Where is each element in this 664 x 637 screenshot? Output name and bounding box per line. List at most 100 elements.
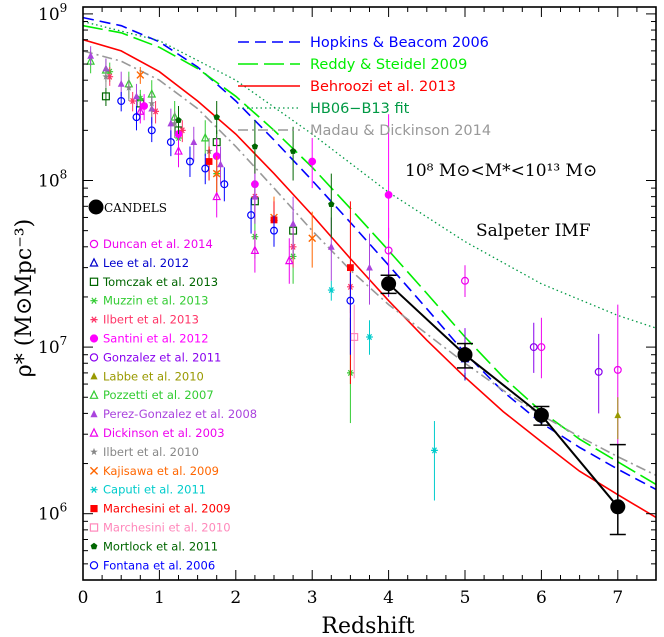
data-point (220, 180, 229, 189)
data-point (247, 211, 256, 220)
observation-series (327, 280, 438, 501)
y-tick-label: 106 (38, 501, 67, 525)
data-point (289, 219, 297, 227)
data-point (89, 239, 99, 249)
obs-legend-label: Dickinson et al. 2003 (103, 426, 225, 440)
obs-legend-label: Caputi et al. 2011 (103, 483, 206, 497)
x-axis-title: Redshift (321, 614, 414, 637)
data-point (308, 234, 317, 243)
x-tick-label: 5 (460, 588, 471, 608)
data-point (366, 263, 373, 271)
data-point (431, 447, 438, 454)
data-point (251, 192, 259, 200)
data-point (308, 157, 317, 166)
data-point (90, 316, 98, 323)
data-point (289, 147, 297, 154)
data-point (217, 160, 224, 168)
obs-legend-label: Gonzalez et al. 2011 (103, 350, 221, 364)
observation-series (384, 227, 622, 448)
mass-range-annotation: 10⁸ M⊙<M*<10¹³ M⊙ (405, 161, 597, 181)
obs-legend-label: Marchesini et al. 2010 (103, 521, 231, 535)
obs-legend-label: Perez-Gonzalez et al. 2008 (103, 407, 257, 421)
data-point (328, 200, 335, 207)
data-point (101, 92, 110, 101)
data-point (90, 486, 98, 493)
x-tick-label: 3 (307, 588, 318, 608)
data-point (90, 297, 98, 304)
observation-series (135, 101, 294, 284)
y-tick-label: 108 (38, 167, 67, 191)
data-point (613, 365, 622, 374)
data-point (250, 245, 260, 255)
data-point (213, 113, 220, 120)
data-point (366, 333, 373, 341)
data-point (171, 119, 179, 127)
data-point (537, 343, 546, 352)
data-point (614, 411, 622, 419)
data-point (90, 542, 98, 550)
obs-legend-label: Lee et al. 2012 (103, 256, 189, 270)
data-point (140, 102, 149, 110)
x-tick-label: 6 (536, 588, 547, 608)
observation-series (350, 304, 359, 379)
data-point (594, 367, 603, 376)
x-tick-label: 4 (383, 588, 394, 608)
observation-series (117, 91, 355, 355)
legend-label: Behroozi et al. 2013 (310, 79, 456, 95)
data-point (89, 277, 99, 287)
data-point (200, 132, 210, 142)
candels-legend-label: CANDELS (104, 201, 167, 215)
x-tick-label: 0 (78, 588, 89, 608)
data-point (89, 561, 99, 570)
observation-series (614, 397, 622, 440)
data-point (133, 92, 140, 100)
data-point (132, 113, 141, 122)
observation-legend: CANDELS Duncan et al. 2014 Lee et al. 2012… (88, 199, 257, 572)
data-point (347, 264, 354, 272)
x-tick-label: 7 (612, 588, 623, 608)
data-point (327, 286, 335, 294)
data-point (201, 164, 210, 173)
model-legend: Hopkins & Beacom 2006 Reddy & Steidel 200… (238, 35, 491, 139)
data-point (166, 138, 175, 147)
imf-annotation: Salpeter IMF (476, 221, 591, 241)
legend-label: Reddy & Steidel 2009 (310, 57, 467, 73)
data-point (175, 116, 182, 123)
data-point (89, 427, 99, 437)
data-point (251, 143, 259, 150)
obs-legend-label: Duncan et al. 2014 (103, 237, 213, 251)
obs-legend-label: Mortlock et al. 2011 (103, 539, 218, 553)
data-point (384, 246, 393, 255)
candels-legend-marker (88, 199, 104, 215)
data-point (136, 71, 145, 79)
candels-point (533, 407, 549, 423)
data-point (90, 505, 98, 513)
data-point (125, 84, 133, 91)
data-point (117, 80, 125, 87)
candels-line (387, 283, 619, 508)
obs-legend-label: Ilbert et al. 2013 (103, 313, 199, 327)
obs-legend-label: Muzzin et al. 2013 (103, 294, 208, 308)
legend-label: HB06−B13 fit (310, 101, 410, 117)
data-point (212, 191, 222, 201)
data-point (147, 126, 156, 135)
data-point (190, 138, 198, 146)
candels-point (457, 347, 473, 363)
observation-series (101, 87, 298, 257)
observation-points (86, 46, 622, 501)
data-point (270, 226, 279, 235)
obs-legend-label: Marchesini et al. 2009 (103, 502, 231, 516)
obs-legend-label: Tomczak et al. 2013 (102, 275, 218, 289)
data-point (90, 372, 98, 380)
data-point (135, 106, 145, 115)
data-point (174, 145, 183, 155)
data-point (87, 51, 95, 59)
candels-series (380, 274, 626, 536)
data-point (212, 169, 221, 178)
data-point (461, 276, 470, 285)
data-point (185, 157, 194, 166)
model-curve (83, 50, 656, 477)
y-tick-label: 109 (38, 1, 67, 25)
data-point (327, 242, 335, 250)
obs-legend-label: Santini et al. 2012 (103, 332, 209, 346)
